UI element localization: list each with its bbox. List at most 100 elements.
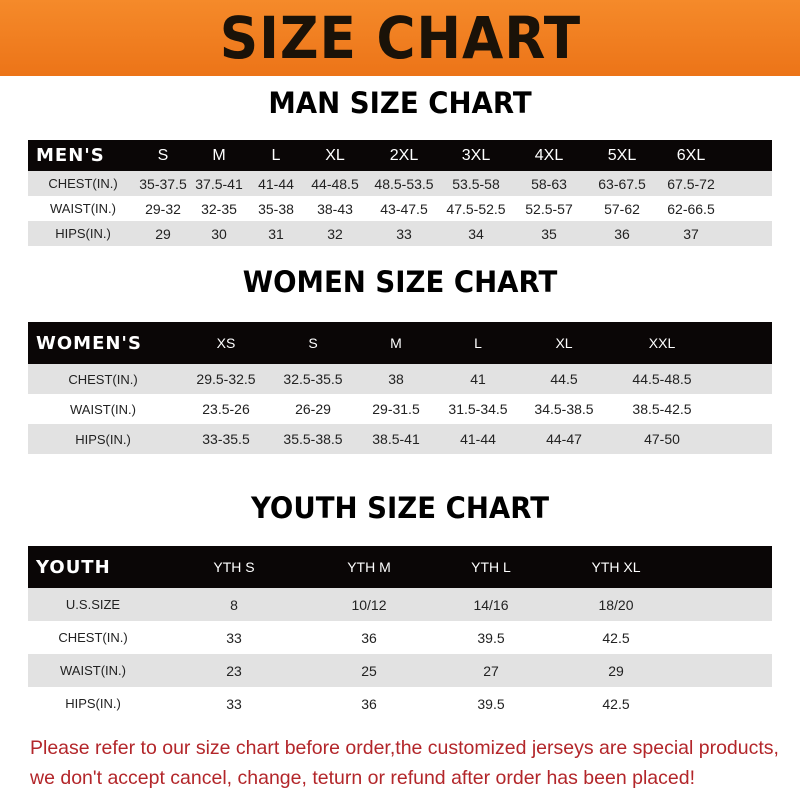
size-header: YTH M bbox=[347, 559, 391, 575]
table-row: HIPS(IN.) 33 36 39.5 42.5 bbox=[28, 687, 772, 720]
measurement-cell: 53.5-58 bbox=[452, 175, 500, 192]
measurement-cell: 34.5-38.5 bbox=[534, 401, 594, 417]
measurement-cell: 36 bbox=[361, 695, 377, 712]
size-header: XL bbox=[555, 335, 573, 351]
row-label: WAIST(IN.) bbox=[50, 201, 116, 216]
measurement-cell: 31 bbox=[268, 225, 284, 242]
measurement-cell: 32 bbox=[327, 225, 343, 242]
men-size-table: MEN'S S M L XL 2XL 3XL 4XL 5XL 6XL CHEST(IN.) 35-37… bbox=[28, 140, 772, 246]
size-header: 4XL bbox=[534, 146, 564, 164]
measurement-cell: 10/12 bbox=[351, 596, 387, 613]
measurement-cell: 38 bbox=[388, 371, 404, 387]
measurement-cell: 8 bbox=[230, 596, 238, 613]
measurement-cell: 44-48.5 bbox=[311, 175, 359, 192]
size-header: 3XL bbox=[461, 146, 491, 164]
notice-line-2: we don't accept cancel, change, teturn o… bbox=[30, 767, 695, 789]
row-label: HIPS(IN.) bbox=[65, 696, 121, 711]
women-section-title: WOMEN SIZE CHART bbox=[242, 265, 558, 299]
row-label: CHEST(IN.) bbox=[58, 630, 128, 645]
table-corner-label: MEN'S bbox=[36, 145, 105, 166]
measurement-cell: 32.5-35.5 bbox=[283, 371, 343, 387]
row-label: WAIST(IN.) bbox=[60, 663, 126, 678]
measurement-cell: 36 bbox=[361, 629, 377, 646]
size-header: YTH XL bbox=[591, 559, 641, 575]
table-header-row: WOMEN'S XS S M L XL XXL bbox=[28, 322, 772, 364]
size-header: M bbox=[212, 146, 226, 164]
measurement-cell: 57-62 bbox=[604, 200, 640, 217]
row-label: U.S.SIZE bbox=[65, 597, 121, 612]
measurement-cell: 63-67.5 bbox=[598, 175, 646, 192]
measurement-cell: 39.5 bbox=[477, 695, 505, 712]
table-row: HIPS(IN.) 33-35.5 35.5-38.5 38.5-41 41-44 44-… bbox=[28, 424, 772, 454]
table-corner-label: YOUTH bbox=[36, 556, 111, 578]
size-header: S bbox=[308, 335, 318, 351]
measurement-cell: 38-43 bbox=[317, 200, 353, 217]
measurement-cell: 14/16 bbox=[473, 596, 509, 613]
row-label: HIPS(IN.) bbox=[75, 431, 131, 447]
measurement-cell: 35-38 bbox=[258, 200, 294, 217]
measurement-cell: 44-47 bbox=[546, 431, 582, 447]
measurement-cell: 42.5 bbox=[602, 629, 630, 646]
size-chart-banner: SIZE CHART bbox=[0, 0, 800, 76]
size-header: XL bbox=[325, 146, 345, 164]
measurement-cell: 47-50 bbox=[644, 431, 680, 447]
table-row: WAIST(IN.) 23.5-26 26-29 29-31.5 31.5-34.5 34… bbox=[28, 394, 772, 424]
measurement-cell: 33-35.5 bbox=[202, 431, 250, 447]
measurement-cell: 32-35 bbox=[201, 200, 237, 217]
size-header: S bbox=[157, 146, 169, 164]
table-header-row: YOUTH YTH S YTH M YTH L YTH XL bbox=[28, 546, 772, 588]
size-header: XS bbox=[216, 335, 236, 351]
size-header: YTH L bbox=[471, 559, 511, 575]
table-corner-label: WOMEN'S bbox=[36, 332, 142, 354]
table-row: CHEST(IN.) 33 36 39.5 42.5 bbox=[28, 621, 772, 654]
table-row: WAIST(IN.) 29-32 32-35 35-38 38-43 43-47.5 47.… bbox=[28, 196, 772, 221]
row-label: CHEST(IN.) bbox=[68, 371, 138, 387]
measurement-cell: 52.5-57 bbox=[525, 200, 573, 217]
measurement-cell: 23 bbox=[226, 662, 242, 679]
size-header: 5XL bbox=[607, 146, 637, 164]
notice-line-1: Please refer to our size chart before or… bbox=[30, 737, 779, 759]
measurement-cell: 38.5-42.5 bbox=[632, 401, 692, 417]
size-header: XXL bbox=[648, 335, 676, 351]
measurement-cell: 29-32 bbox=[145, 200, 181, 217]
measurement-cell: 42.5 bbox=[602, 695, 630, 712]
table-row: U.S.SIZE 8 10/12 14/16 18/20 bbox=[28, 588, 772, 621]
measurement-cell: 30 bbox=[211, 225, 227, 242]
table-row: WAIST(IN.) 23 25 27 29 bbox=[28, 654, 772, 687]
table-row: CHEST(IN.) 35-37.5 37.5-41 41-44 44-48.5 48.5… bbox=[28, 171, 772, 196]
measurement-cell: 26-29 bbox=[295, 401, 331, 417]
table-row: HIPS(IN.) 29 30 31 32 33 34 35 36 37 bbox=[28, 221, 772, 246]
measurement-cell: 37 bbox=[683, 225, 699, 242]
measurement-cell: 67.5-72 bbox=[667, 175, 715, 192]
measurement-cell: 29.5-32.5 bbox=[196, 371, 256, 387]
measurement-cell: 33 bbox=[396, 225, 412, 242]
row-label: HIPS(IN.) bbox=[55, 226, 111, 241]
measurement-cell: 29 bbox=[155, 225, 171, 242]
measurement-cell: 41-44 bbox=[460, 431, 496, 447]
measurement-cell: 41-44 bbox=[258, 175, 294, 192]
measurement-cell: 31.5-34.5 bbox=[448, 401, 508, 417]
measurement-cell: 48.5-53.5 bbox=[374, 175, 434, 192]
measurement-cell: 29-31.5 bbox=[372, 401, 420, 417]
order-notice: Please refer to our size chart before or… bbox=[30, 733, 790, 793]
table-header-row: MEN'S S M L XL 2XL 3XL 4XL 5XL 6XL bbox=[28, 140, 772, 171]
measurement-cell: 38.5-41 bbox=[372, 431, 420, 447]
measurement-cell: 37.5-41 bbox=[195, 175, 243, 192]
youth-section-title: YOUTH SIZE CHART bbox=[250, 491, 550, 525]
measurement-cell: 33 bbox=[226, 695, 242, 712]
men-section-title: MAN SIZE CHART bbox=[268, 86, 532, 120]
measurement-cell: 35.5-38.5 bbox=[283, 431, 343, 447]
measurement-cell: 27 bbox=[483, 662, 499, 679]
measurement-cell: 29 bbox=[608, 662, 624, 679]
measurement-cell: 47.5-52.5 bbox=[446, 200, 506, 217]
size-header: YTH S bbox=[213, 559, 255, 575]
measurement-cell: 35-37.5 bbox=[139, 175, 187, 192]
youth-size-table: YOUTH YTH S YTH M YTH L YTH XL U.S.SIZE 8 10/12… bbox=[28, 546, 772, 720]
measurement-cell: 41 bbox=[470, 371, 486, 387]
size-header: 6XL bbox=[676, 146, 706, 164]
size-header: L bbox=[271, 146, 281, 164]
row-label: CHEST(IN.) bbox=[48, 176, 118, 191]
measurement-cell: 62-66.5 bbox=[667, 200, 715, 217]
measurement-cell: 33 bbox=[226, 629, 242, 646]
size-header: M bbox=[390, 335, 402, 351]
